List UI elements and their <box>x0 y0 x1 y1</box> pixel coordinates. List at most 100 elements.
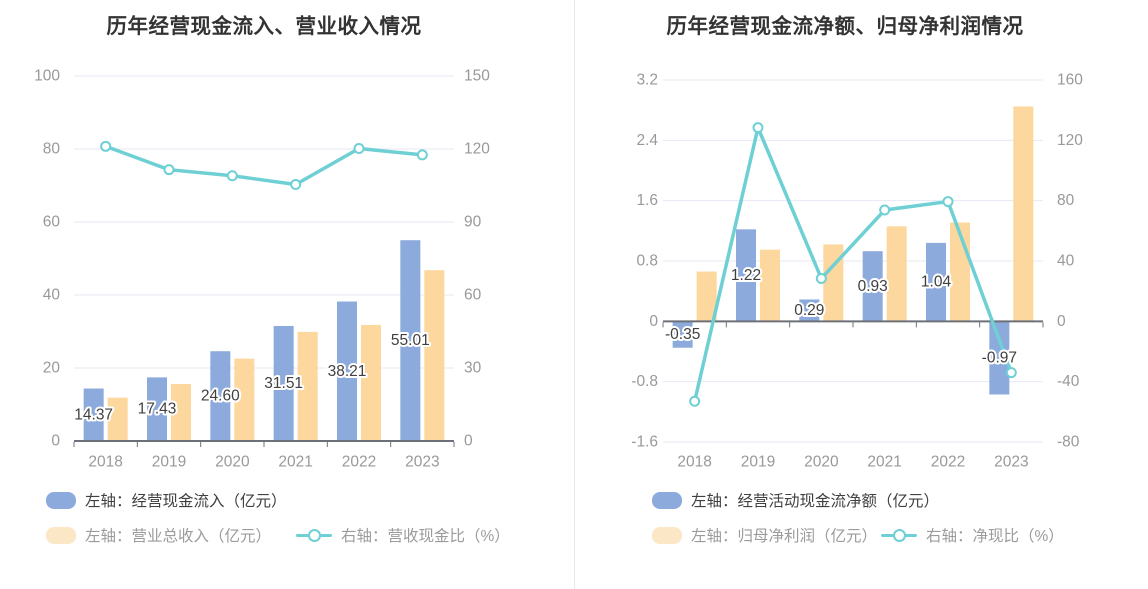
legend-label: 右轴：营收现金比（%） <box>341 528 510 545</box>
panel-net-cashflow-net-profit: -1.6 -0.8 0 0.8 1.6 2.4 3.2 -80 -40 0 40 80 120 160 20… <box>574 0 1148 589</box>
chart-title: 历年经营现金流入、营业收入情况 <box>106 15 422 38</box>
bar-value-label: 1.22 <box>731 267 761 284</box>
bar-secondary <box>234 358 255 441</box>
y-axis-label-right: 0 <box>464 433 473 450</box>
legend-item-operating-net-cashflow[interactable]: 左轴：经营活动现金流净额（亿元） <box>652 489 939 511</box>
bar-primary <box>83 388 104 441</box>
x-axis-label: 2018 <box>88 454 122 471</box>
x-axis-label: 2021 <box>278 454 312 471</box>
bar-secondary <box>171 383 191 441</box>
y-axis-label-right: -40 <box>1057 373 1080 390</box>
bar-secondary <box>361 324 381 441</box>
bar-primary <box>273 325 294 441</box>
bar-value-label: 24.60 <box>201 388 240 405</box>
ratio-line-marker <box>353 143 365 155</box>
bar-secondary <box>297 331 318 441</box>
y-axis-label-left: 40 <box>43 287 61 304</box>
cash-inflow-revenue-chart: 0 20 40 60 80 100 0 30 60 90 120 150 2018 2019 2020 202… <box>34 68 490 471</box>
bar-primary <box>400 240 421 441</box>
bar-secondary <box>424 270 445 441</box>
legend-label: 右轴：净现比（%） <box>926 528 1064 545</box>
bar-primary <box>989 321 1010 395</box>
legend-item-net-cash-ratio[interactable]: 右轴：净现比（%） <box>881 524 1064 546</box>
legend-item-cash-inflow[interactable]: 左轴：经营现金流入（亿元） <box>46 489 287 511</box>
ratio-line-marker <box>815 272 827 284</box>
ratio-line-marker <box>290 179 302 191</box>
y-axis-label-left: 80 <box>43 141 61 158</box>
x-axis-label: 2019 <box>152 454 186 471</box>
y-axis-label-right: 0 <box>1057 313 1066 330</box>
legend-label: 左轴：归母净利润（亿元） <box>691 528 878 545</box>
y-axis-label-right: 120 <box>1057 132 1083 149</box>
ratio-line <box>692 125 1014 404</box>
bar-value-label: 17.43 <box>138 401 177 418</box>
legend-item-revenue-cash-ratio[interactable]: 右轴：营收现金比（%） <box>296 524 510 546</box>
ratio-line <box>103 144 425 187</box>
ratio-line-marker <box>752 122 764 134</box>
legend-item-total-revenue[interactable]: 左轴：营业总收入（亿元） <box>46 524 271 546</box>
x-axis-label: 2019 <box>741 454 775 471</box>
ratio-line-marker <box>879 204 891 216</box>
y-axis-label-right: 60 <box>464 287 482 304</box>
x-axis-label: 2023 <box>994 454 1028 471</box>
bar-value-label: 1.04 <box>921 274 952 291</box>
ratio-line-marker <box>163 164 175 176</box>
panel-cash-inflow-revenue: 0 20 40 60 80 100 0 30 60 90 120 150 2018 2019 2020 202… <box>34 15 510 546</box>
y-axis-label-right: 150 <box>464 68 490 85</box>
x-axis-label: 2022 <box>342 454 376 471</box>
y-axis-label-right: 30 <box>464 360 482 377</box>
bar-primary <box>736 229 756 322</box>
bar-primary <box>862 251 883 322</box>
bar-secondary <box>823 244 844 322</box>
bar-secondary <box>1013 106 1034 322</box>
bar-value-label: -0.35 <box>665 326 700 343</box>
y-axis-label-right: 80 <box>1057 192 1075 209</box>
y-axis-label-left: 2.4 <box>636 132 658 149</box>
bar-primary <box>926 242 946 322</box>
x-axis-label: 2020 <box>804 454 839 471</box>
x-axis-label: 2022 <box>931 454 965 471</box>
ratio-line-marker <box>226 170 238 182</box>
legend-label: 左轴：经营现金流入（亿元） <box>85 493 287 510</box>
legend-color-swatch-orange-icon <box>652 526 682 544</box>
bar-secondary <box>107 397 128 441</box>
ratio-line-marker <box>100 140 112 152</box>
y-axis-label-right: -80 <box>1057 434 1080 451</box>
bar-primary <box>672 321 693 348</box>
y-axis-label-left: 0 <box>649 313 658 330</box>
line-series-marker-icon <box>296 527 332 544</box>
bar-secondary <box>760 249 780 322</box>
chart-title: 历年经营现金流净额、归母净利润情况 <box>666 15 1024 38</box>
legend-color-swatch-blue-icon <box>46 491 76 509</box>
bar-secondary <box>886 226 907 322</box>
y-axis-label-left: 1.6 <box>636 192 658 209</box>
bar-value-label: 55.01 <box>391 332 430 349</box>
bar-value-label: 0.29 <box>794 302 824 319</box>
legend-item-net-profit[interactable]: 左轴：归母净利润（亿元） <box>652 524 877 546</box>
y-axis-label-left: -0.8 <box>631 373 658 390</box>
ratio-line-marker <box>689 395 701 407</box>
net-cashflow-net-profit-chart: -1.6 -0.8 0 0.8 1.6 2.4 3.2 -80 -40 0 40 80 120 160 20… <box>631 72 1083 471</box>
y-axis-label-right: 120 <box>464 141 490 158</box>
ratio-line-marker <box>1005 367 1017 379</box>
y-axis-label-left: 60 <box>43 214 61 231</box>
legend-label: 左轴：经营活动现金流净额（亿元） <box>691 493 940 510</box>
y-axis-label-right: 90 <box>464 214 482 231</box>
y-axis-label-left: -1.6 <box>631 434 658 451</box>
y-axis-label-left: 20 <box>43 360 61 377</box>
y-axis-label-left: 100 <box>34 68 60 85</box>
y-axis-label-left: 0.8 <box>636 253 658 270</box>
x-axis-label: 2018 <box>677 454 711 471</box>
y-axis-label-left: 3.2 <box>636 72 658 89</box>
ratio-line-marker <box>942 196 954 208</box>
legend-color-swatch-blue-icon <box>652 491 682 509</box>
legend-label: 左轴：营业总收入（亿元） <box>85 528 272 545</box>
bar-primary <box>147 377 167 441</box>
bar-value-label: -0.97 <box>982 349 1017 366</box>
bar-primary <box>210 351 231 441</box>
x-axis-label: 2023 <box>405 454 439 471</box>
y-axis-label-right: 40 <box>1057 253 1075 270</box>
bar-secondary <box>696 271 717 322</box>
legend-color-swatch-orange-icon <box>46 526 76 544</box>
